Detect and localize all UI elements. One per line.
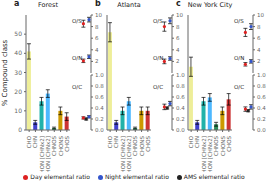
svg-text:6: 6 (95, 35, 99, 41)
svg-text:0.2: 0.2 (95, 116, 104, 122)
svg-text:0.6: 0.6 (95, 94, 104, 100)
svg-text:0.4: 0.4 (176, 105, 185, 111)
html-text:O/N: O/N (72, 54, 83, 61)
html-text:Atlanta: Atlanta (117, 1, 141, 9)
svg-text:0.6: 0.6 (176, 94, 185, 100)
html-text:O/C: O/C (234, 83, 244, 90)
svg-text:CHOS: CHOS (64, 135, 70, 151)
svg-text:0.6: 0.6 (257, 94, 260, 100)
html-text:b: b (95, 0, 101, 8)
svg-text:4: 4 (95, 47, 99, 53)
svg-text:CHON [CHNx2]: CHON [CHNx2] (39, 136, 45, 172)
svg-text:CHON [CHNx2]: CHON [CHNx2] (45, 136, 51, 172)
svg-text:CHO: CHO (188, 135, 194, 148)
svg-text:10: 10 (14, 107, 22, 114)
html-text:a: a (14, 0, 20, 8)
svg-text:0.0: 0.0 (257, 127, 260, 133)
html-text:O/C: O/C (72, 83, 82, 90)
html-text:AMS elemental ratio: AMS elemental ratio (183, 173, 245, 180)
svg-text:10: 10 (95, 12, 102, 18)
html-text:O/N: O/N (153, 54, 164, 61)
svg-text:1.0: 1.0 (176, 72, 185, 78)
svg-text:CHN: CHN (113, 136, 119, 148)
html-text:% Compound class: % Compound class (0, 39, 9, 106)
html-text:O/S: O/S (234, 18, 244, 24)
svg-text:50: 50 (14, 30, 22, 37)
svg-text:CHON [CHNx2]: CHON [CHNx2] (126, 136, 132, 172)
svg-text:0.8: 0.8 (257, 83, 260, 89)
svg-text:8: 8 (257, 24, 260, 30)
svg-text:0.2: 0.2 (176, 116, 185, 122)
svg-text:8: 8 (176, 24, 180, 30)
html-text:O/C: O/C (153, 83, 163, 90)
svg-text:CHNOS: CHNOS (51, 136, 57, 156)
svg-text:0.0: 0.0 (176, 127, 185, 133)
svg-text:0.8: 0.8 (176, 83, 185, 89)
svg-text:40: 40 (14, 49, 22, 56)
svg-text:CHON [CHNx2]: CHON [CHNx2] (120, 136, 126, 172)
svg-text:1.0: 1.0 (257, 72, 260, 78)
svg-text:CHONS: CHONS (58, 136, 64, 156)
svg-text:0: 0 (18, 126, 22, 133)
svg-text:1.0: 1.0 (95, 72, 104, 78)
html-text:Forest: Forest (38, 1, 58, 9)
svg-text:CHO: CHO (107, 135, 113, 148)
svg-text:4: 4 (176, 47, 180, 53)
svg-text:CHOS: CHOS (226, 135, 232, 151)
html-text:O/S: O/S (72, 18, 82, 24)
html-text:Night elemental ratio: Night elemental ratio (105, 173, 169, 180)
svg-text:CHONS: CHONS (220, 136, 226, 156)
svg-text:10: 10 (176, 12, 183, 18)
svg-text:CHON [CHNx2]: CHON [CHNx2] (207, 136, 213, 172)
svg-text:CHNOS: CHNOS (213, 136, 219, 156)
svg-text:CHO: CHO (26, 135, 32, 148)
svg-text:2: 2 (95, 58, 99, 64)
svg-text:CHNOS: CHNOS (132, 136, 138, 156)
svg-text:CHN: CHN (194, 136, 200, 148)
svg-text:30: 30 (14, 69, 22, 76)
svg-text:6: 6 (176, 35, 180, 41)
svg-text:0.8: 0.8 (95, 83, 104, 89)
svg-text:CHONS: CHONS (139, 136, 145, 156)
svg-text:CHON [CHNx2]: CHON [CHNx2] (201, 136, 207, 172)
svg-text:CHN: CHN (32, 136, 38, 148)
svg-text:20: 20 (14, 88, 22, 95)
svg-text:2: 2 (176, 58, 180, 64)
svg-text:0.0: 0.0 (95, 127, 104, 133)
html-text:New York City: New York City (187, 1, 233, 9)
svg-text:6: 6 (257, 35, 260, 41)
svg-text:0.4: 0.4 (257, 105, 260, 111)
svg-text:10: 10 (257, 12, 260, 18)
html-text:O/N: O/N (234, 54, 245, 61)
svg-text:8: 8 (95, 24, 99, 30)
svg-text:4: 4 (257, 47, 260, 53)
html-text:O/S: O/S (153, 18, 163, 24)
svg-text:CHOS: CHOS (145, 135, 151, 151)
html-text:Day elemental ratio: Day elemental ratio (30, 173, 90, 180)
html-text:c: c (176, 0, 181, 8)
svg-text:2: 2 (257, 58, 260, 64)
svg-text:0.2: 0.2 (257, 116, 260, 122)
svg-text:0.4: 0.4 (95, 105, 104, 111)
